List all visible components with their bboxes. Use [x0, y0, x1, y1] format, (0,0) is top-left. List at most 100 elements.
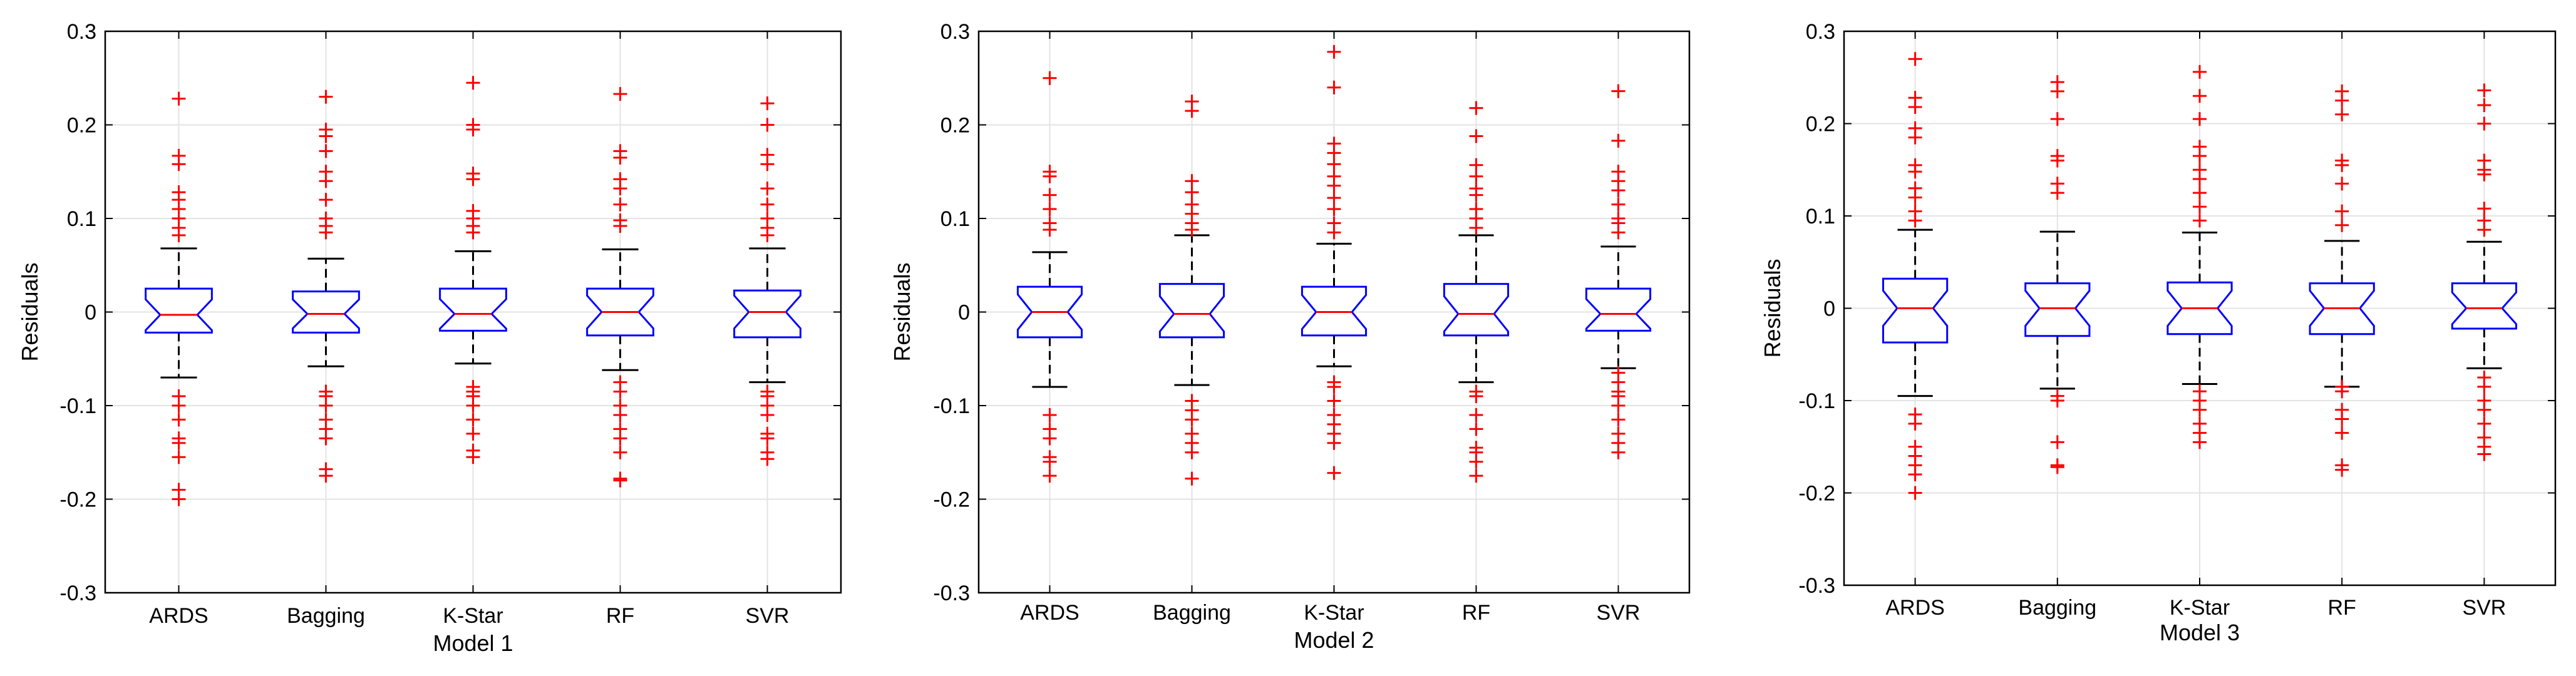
outlier-marker [466, 399, 480, 412]
outlier-marker [1469, 454, 1483, 469]
outlier-marker [1469, 422, 1483, 436]
outlier-marker [1611, 412, 1625, 427]
outlier-marker [613, 182, 627, 196]
outlier-marker [1611, 183, 1625, 198]
notched-box [1882, 277, 1949, 344]
outlier-marker [1043, 202, 1057, 217]
outlier-marker [2193, 213, 2207, 228]
outlier-marker [2193, 200, 2207, 214]
outlier-marker [172, 492, 186, 506]
outlier-marker [2477, 98, 2491, 112]
y-tick-label: 0.3 [1806, 20, 1835, 44]
box-bagging [1158, 95, 1225, 486]
outlier-marker [1043, 169, 1057, 183]
x-axis-label: Model 1 [433, 630, 513, 656]
outlier-marker [319, 144, 333, 158]
y-tick-label: -0.3 [933, 581, 970, 605]
outlier-marker [1185, 104, 1199, 118]
outlier-marker [319, 431, 333, 446]
outlier-marker [2193, 149, 2207, 163]
outlier-marker [2193, 112, 2207, 126]
outlier-marker [1908, 468, 1922, 481]
box-svr [2451, 83, 2518, 461]
outlier-marker [172, 91, 186, 106]
outlier-marker [2335, 93, 2349, 108]
outlier-marker [760, 452, 775, 466]
outlier-marker [613, 197, 627, 212]
outlier-marker [466, 426, 480, 441]
y-tick-label: 0.2 [67, 114, 96, 138]
outlier-marker [2477, 379, 2491, 394]
outlier-marker [2193, 402, 2207, 417]
box-bagging [292, 90, 360, 483]
box-svr [1585, 84, 1652, 459]
notched-box [292, 290, 360, 334]
outlier-marker [1469, 101, 1483, 115]
outlier-marker [1469, 188, 1483, 202]
y-tick-label: -0.2 [59, 488, 96, 512]
outlier-marker [319, 174, 333, 188]
outlier-marker [172, 228, 186, 242]
axes-frame [1843, 30, 2557, 586]
outlier-marker [760, 407, 775, 422]
outlier-marker [2335, 107, 2349, 121]
axes-frame [104, 30, 842, 594]
x-tick-label-bagging: Bagging [2018, 596, 2096, 620]
notched-box [2024, 282, 2091, 337]
x-tick-label-rf: RF [2328, 596, 2356, 620]
panel-model-2: 0.3 0.2 0.1 0 -0.1 -0.2 -0.3 ARDS Bagging K-Star R… [889, 20, 1691, 653]
x-tick-label-k-star: K-Star [1304, 601, 1364, 625]
outlier-marker [1908, 486, 1922, 500]
outlier-marker [2335, 204, 2349, 218]
outlier-marker [2193, 435, 2207, 449]
outlier-marker [613, 473, 627, 488]
y-tick-label: 0 [1823, 297, 1835, 321]
y-tick-label: 0.2 [940, 114, 970, 138]
outlier-marker [1185, 412, 1199, 427]
outlier-marker [466, 76, 480, 90]
y-tick-label: -0.2 [933, 488, 970, 512]
y-tick-label: 0.1 [940, 207, 970, 231]
outlier-marker [1327, 466, 1341, 480]
outlier-marker [1611, 133, 1625, 148]
outlier-marker [760, 228, 775, 242]
y-axis-label: Residuals [17, 262, 43, 361]
x-tick-label-svr: SVR [1597, 601, 1641, 625]
y-axis-label: Residuals [889, 262, 915, 361]
outlier-marker [1185, 185, 1199, 200]
outlier-marker [2050, 460, 2064, 474]
outlier-marker [1469, 220, 1483, 235]
outlier-marker [2477, 447, 2491, 461]
outlier-marker [2335, 463, 2349, 477]
outlier-marker [613, 431, 627, 446]
box-k-star [2166, 64, 2233, 449]
notched-box [439, 287, 507, 332]
box-k-star [1301, 44, 1368, 480]
outlier-marker [1327, 44, 1341, 59]
x-tick-label-ards: ARDS [1885, 596, 1944, 620]
outlier-marker [2193, 89, 2207, 103]
outlier-marker [172, 157, 186, 172]
outlier-marker [2193, 186, 2207, 200]
outlier-marker [1908, 190, 1922, 205]
outlier-marker [2050, 435, 2064, 449]
outlier-marker [172, 436, 186, 450]
outlier-marker [172, 399, 186, 412]
x-tick-label-bagging: Bagging [1153, 601, 1231, 625]
outlier-marker [172, 450, 186, 464]
outlier-marker [1327, 157, 1341, 172]
outlier-marker [172, 412, 186, 427]
box-ards [1882, 52, 1949, 500]
outlier-marker [1469, 389, 1483, 404]
outlier-marker [319, 193, 333, 207]
y-axis-label: Residuals [1759, 259, 1785, 357]
outlier-marker [319, 129, 333, 143]
outlier-marker [1327, 436, 1341, 450]
outlier-marker [613, 87, 627, 101]
y-tick-label: 0 [958, 301, 970, 325]
outlier-marker [2477, 116, 2491, 131]
x-tick-label-ards: ARDS [1020, 601, 1079, 625]
box-bagging [2024, 75, 2091, 474]
x-tick-label-rf: RF [606, 604, 634, 628]
